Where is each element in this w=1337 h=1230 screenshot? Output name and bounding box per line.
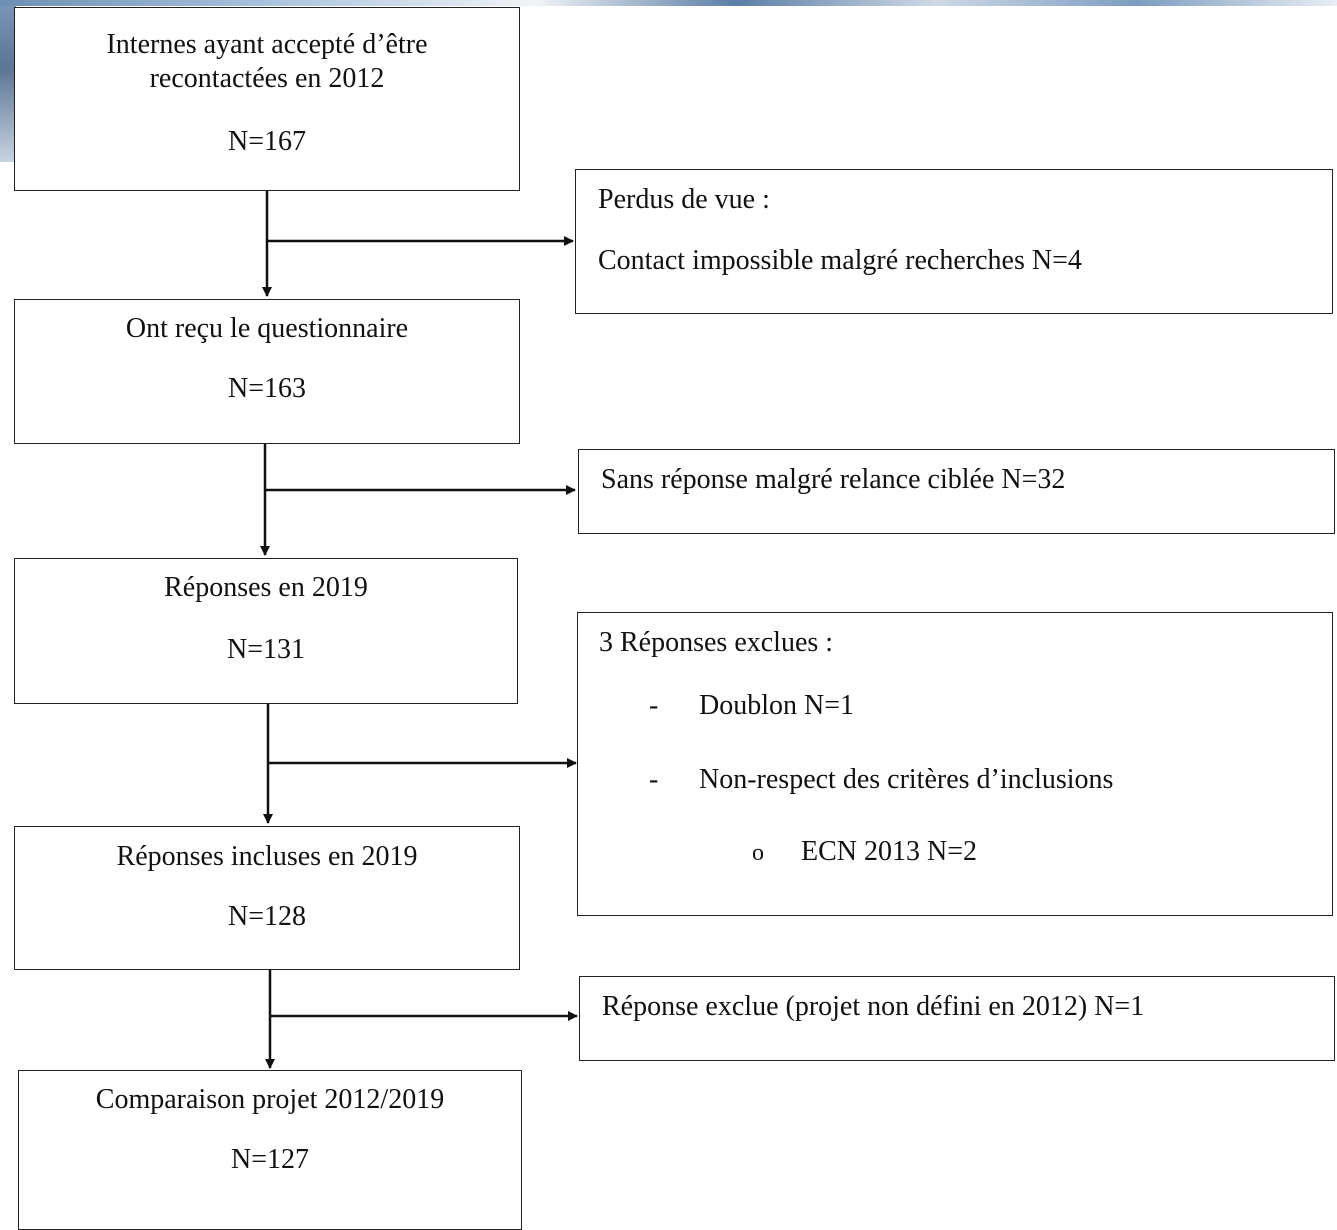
excluded-responses-title: 3 Réponses exclues : <box>599 627 834 658</box>
excluded-item-duplicate-text: Doublon N=1 <box>699 690 855 721</box>
box-questionnaire-received-count: N=163 <box>227 373 306 404</box>
box-excluded-project: Réponse exclue (projet non défini en 201… <box>579 976 1335 1061</box>
box-included-responses: Réponses incluses en 2019 N=128 <box>14 826 520 970</box>
no-response-text: Sans réponse malgré relance ciblée N=32 <box>601 464 1066 495</box>
excluded-subitem-ecn: o ECN 2013 N=2 <box>752 835 977 869</box>
box-lost-to-follow-up: Perdus de vue : Contact impossible malgr… <box>575 169 1333 314</box>
dash-bullet: - <box>649 764 659 795</box>
box-initial-cohort-line1: Internes ayant accepté d’être <box>106 29 428 60</box>
box-initial-cohort-line2: recontactées en 2012 <box>149 62 385 94</box>
circle-bullet: o <box>752 840 764 866</box>
box-initial-cohort-count: N=167 <box>227 126 306 157</box>
box-comparison: Comparaison projet 2012/2019 N=127 <box>18 1070 522 1230</box>
excluded-subitem-ecn-text: ECN 2013 N=2 <box>801 836 978 867</box>
box-questionnaire-received-title: Ont reçu le questionnaire <box>125 313 409 344</box>
box-responses-2019: Réponses en 2019 N=131 <box>14 558 518 704</box>
box-comparison-count: N=127 <box>230 1144 309 1175</box>
box-initial-cohort: Internes ayant accepté d’être recontacté… <box>14 7 520 191</box>
box-no-response: Sans réponse malgré relance ciblée N=32 <box>578 449 1335 534</box>
box-responses-2019-title: Réponses en 2019 <box>164 572 368 603</box>
dash-bullet: - <box>649 690 659 721</box>
excluded-project-text: Réponse exclue (projet non défini en 201… <box>602 991 1145 1022</box>
excluded-item-criteria: - Non-respect des critères d’inclusions <box>649 763 1113 797</box>
background-photo-strip <box>0 0 1337 6</box>
box-responses-2019-count: N=131 <box>226 634 305 665</box>
lost-detail: Contact impossible malgré recherches N=4 <box>598 245 1082 276</box>
box-excluded-responses: 3 Réponses exclues : - Doublon N=1 - Non-r… <box>577 612 1333 916</box>
box-questionnaire-received: Ont reçu le questionnaire N=163 <box>14 299 520 444</box>
box-included-responses-count: N=128 <box>227 901 306 932</box>
lost-title: Perdus de vue : <box>598 184 770 215</box>
box-included-responses-title: Réponses incluses en 2019 <box>116 841 418 872</box>
box-comparison-title: Comparaison projet 2012/2019 <box>95 1084 445 1115</box>
excluded-item-duplicate: - Doublon N=1 <box>649 689 854 723</box>
background-photo-corner <box>0 6 16 162</box>
excluded-item-criteria-text: Non-respect des critères d’inclusions <box>699 764 1114 795</box>
